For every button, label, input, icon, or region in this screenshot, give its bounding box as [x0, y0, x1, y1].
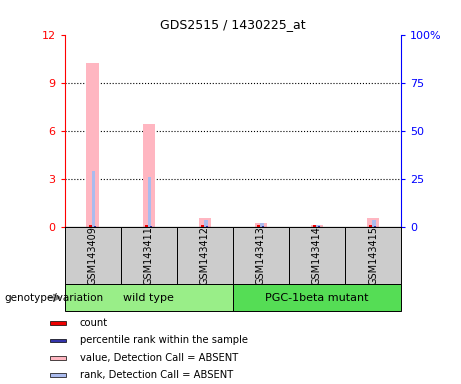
- Bar: [50, 373, 66, 377]
- Bar: [89, 225, 92, 227]
- Bar: [148, 177, 152, 227]
- Bar: [145, 225, 148, 227]
- Bar: [318, 226, 320, 227]
- Text: rank, Detection Call = ABSENT: rank, Detection Call = ABSENT: [80, 370, 233, 380]
- Text: PGC-1beta mutant: PGC-1beta mutant: [265, 293, 369, 303]
- Bar: [316, 225, 320, 227]
- Bar: [204, 220, 207, 227]
- Text: GSM143409: GSM143409: [88, 226, 98, 285]
- Bar: [369, 225, 372, 227]
- Bar: [94, 226, 96, 227]
- Text: GSM143413: GSM143413: [256, 226, 266, 285]
- Text: GSM143415: GSM143415: [368, 226, 378, 285]
- Text: wild type: wild type: [123, 293, 174, 303]
- Bar: [233, 227, 289, 284]
- Bar: [50, 356, 66, 360]
- Bar: [150, 226, 152, 227]
- Bar: [260, 223, 264, 227]
- Bar: [177, 227, 233, 284]
- Bar: [311, 225, 323, 227]
- Bar: [289, 227, 345, 284]
- Bar: [233, 284, 401, 311]
- Text: GSM143414: GSM143414: [312, 226, 322, 285]
- Bar: [65, 284, 233, 311]
- Bar: [257, 225, 260, 227]
- Text: GSM143412: GSM143412: [200, 226, 210, 285]
- Bar: [199, 218, 211, 227]
- Bar: [262, 226, 264, 227]
- Bar: [372, 220, 376, 227]
- Bar: [50, 339, 66, 343]
- Bar: [313, 225, 316, 227]
- Bar: [86, 63, 99, 227]
- Text: count: count: [80, 318, 108, 328]
- Text: percentile rank within the sample: percentile rank within the sample: [80, 336, 248, 346]
- Bar: [345, 227, 401, 284]
- Bar: [206, 226, 208, 227]
- Bar: [142, 124, 155, 227]
- Bar: [121, 227, 177, 284]
- Bar: [201, 225, 204, 227]
- Bar: [50, 321, 66, 325]
- Text: genotype/variation: genotype/variation: [5, 293, 104, 303]
- Title: GDS2515 / 1430225_at: GDS2515 / 1430225_at: [160, 18, 306, 31]
- Bar: [367, 218, 379, 227]
- Bar: [92, 170, 95, 227]
- Bar: [65, 227, 121, 284]
- Bar: [254, 223, 267, 227]
- Text: GSM143411: GSM143411: [144, 226, 154, 285]
- Text: value, Detection Call = ABSENT: value, Detection Call = ABSENT: [80, 353, 238, 363]
- Bar: [374, 226, 376, 227]
